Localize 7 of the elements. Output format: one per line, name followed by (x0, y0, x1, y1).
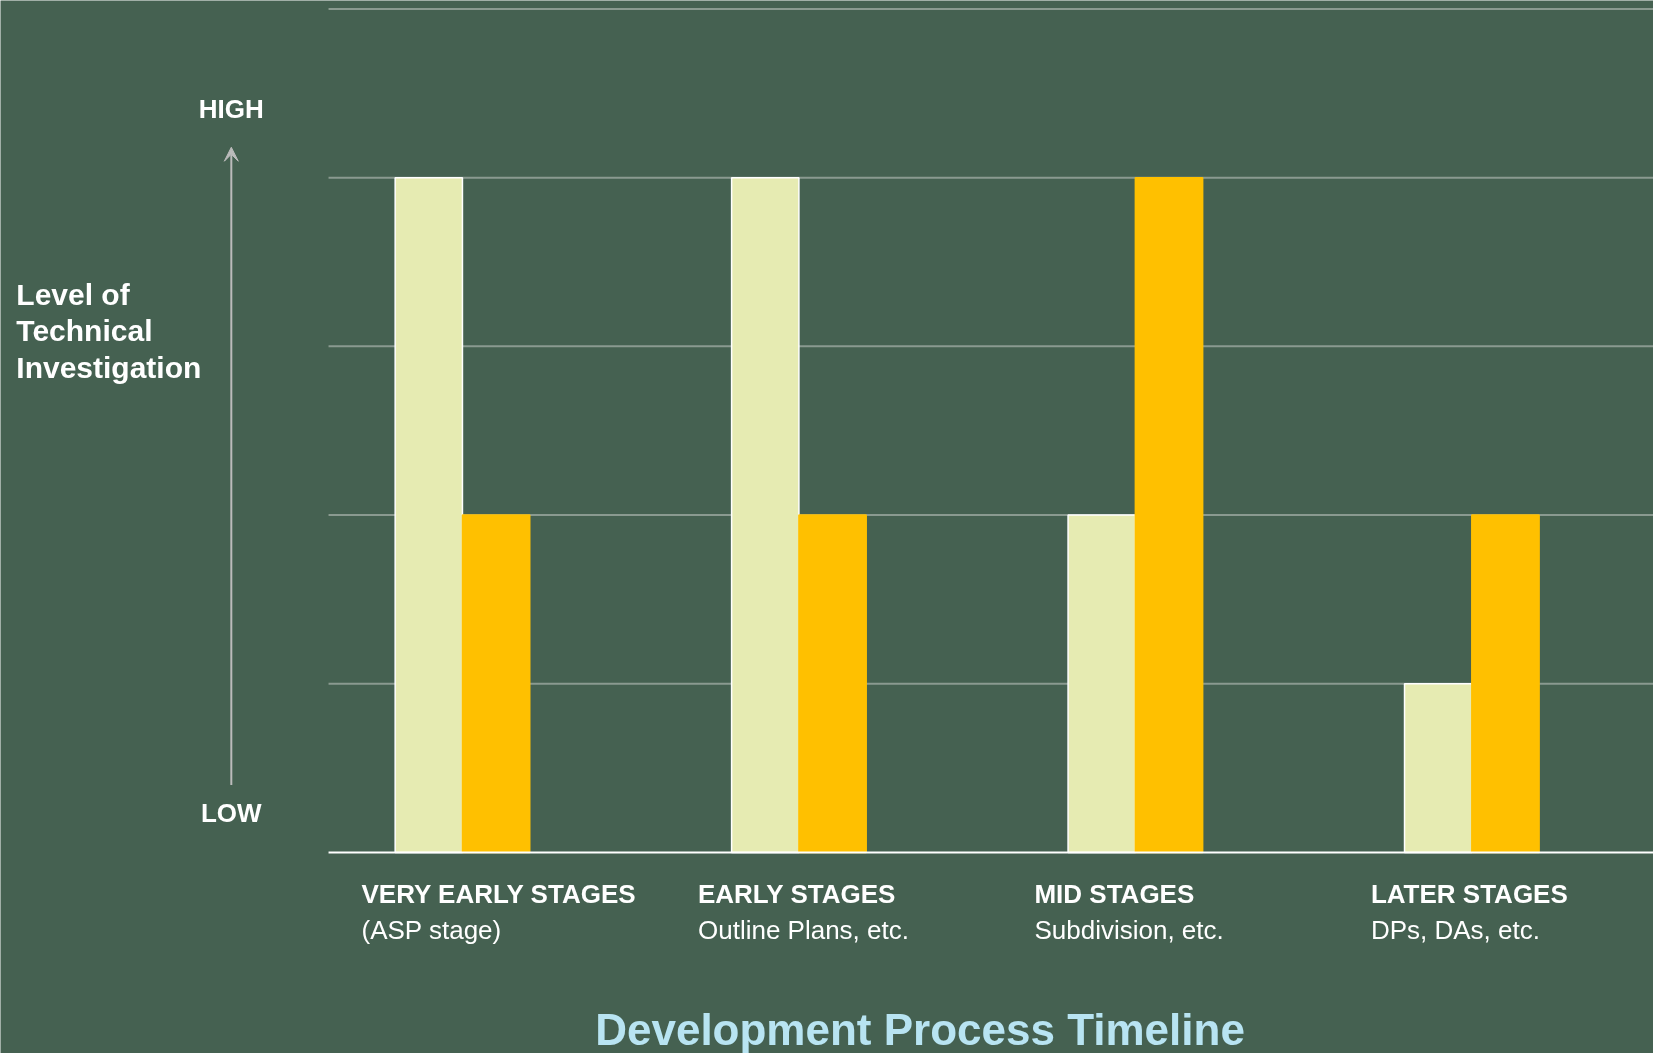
x-tick-label: VERY EARLY STAGES (ASP stage) (361, 879, 636, 946)
x-tick-label: MID STAGES Subdivision, etc. (1034, 879, 1224, 946)
text: LOW (200, 798, 263, 829)
y-axis-title: Level of Technical Investigation (16, 278, 202, 384)
text: HIGH (198, 93, 264, 124)
x-tick-label: EARLY STAGES Outline Plans, etc. (697, 879, 909, 946)
x-tick-label: LATER STAGES DPs, DAs, etc. (1370, 879, 1568, 946)
